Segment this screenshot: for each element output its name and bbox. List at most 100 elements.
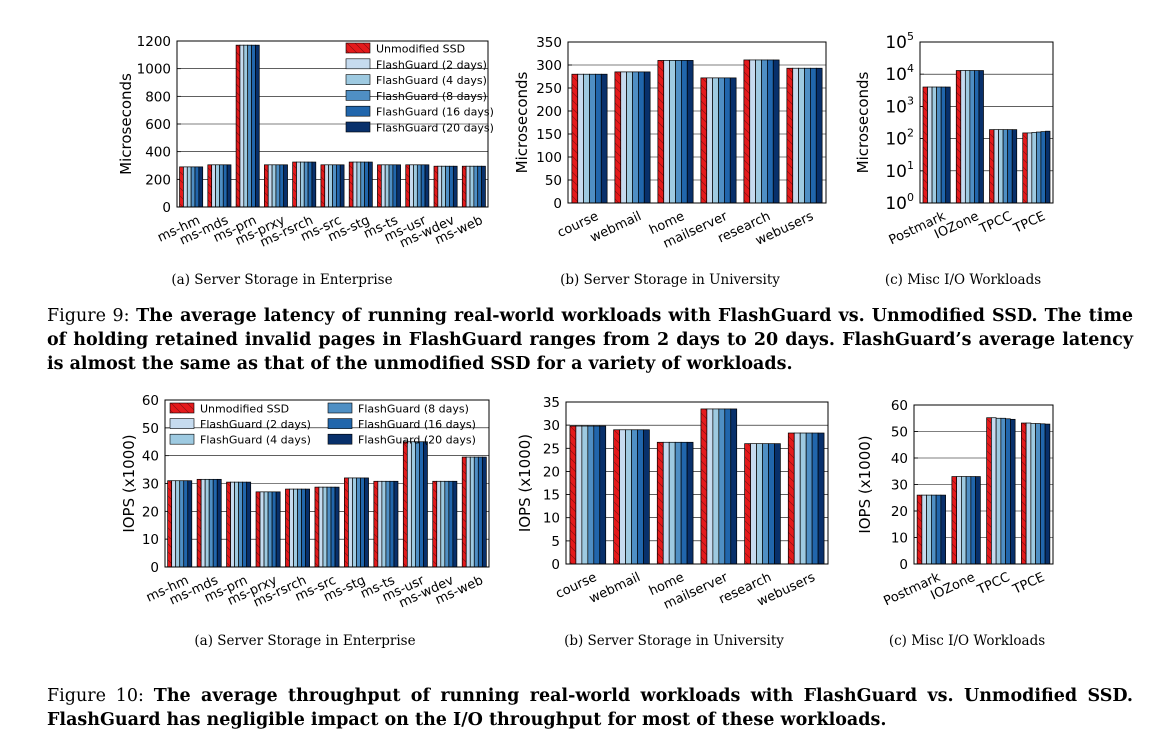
bar-TPCE-s2 [1030, 423, 1036, 565]
bar-Postmark-s2 [926, 494, 932, 565]
bar-ms-src-s4 [330, 486, 336, 568]
y-tick-label: 0 [551, 557, 560, 573]
bar-ms-prn-s4 [242, 481, 248, 568]
legend: Unmodified SSD FlashGuard (2 days) FlashGu… [345, 43, 494, 135]
bar-ms-wdev-s2 [440, 480, 446, 568]
bar-hatch [788, 433, 795, 564]
y-tick-label: 150 [536, 127, 562, 143]
bar-ms-src-s1 [318, 486, 324, 568]
bar-ms-prxy-s1 [259, 491, 265, 568]
bar-webmail-s5 [643, 71, 651, 204]
bar-IOZone-s3 [969, 70, 975, 204]
y-axis-label: IOPS (x1000) [516, 434, 534, 532]
bar-ms-src-s3 [326, 486, 332, 568]
bar-ms-prn-s1 [239, 44, 245, 208]
bar-ms-usr-s4 [420, 164, 426, 208]
bar-research-s4 [768, 443, 775, 565]
legend-label: FlashGuard (2 days) [376, 58, 487, 71]
bar-home-s2 [669, 60, 676, 204]
legend-swatch [327, 433, 353, 445]
bar-hatch [207, 164, 212, 207]
legend-label: FlashGuard (8 days) [358, 403, 469, 416]
bar-IOZone-s2 [961, 476, 967, 565]
bar-hatch [1022, 132, 1028, 203]
bar-ms-prn-s2 [243, 44, 249, 208]
bar-ms-mds-s2 [215, 164, 220, 208]
bar-mailserver-s1 [706, 77, 713, 204]
y-tick-label: 10 [543, 511, 560, 527]
legend-label: FlashGuard (20 days) [358, 434, 476, 447]
bar-ms-mds-s3 [219, 164, 224, 208]
y-tick-label: 105 [885, 30, 914, 53]
y-tick-label: 101 [885, 159, 914, 182]
bar-TPCE-s2 [1031, 132, 1037, 204]
y-tick-label: 30 [891, 478, 908, 494]
bar-ms-prn-s4 [251, 44, 256, 208]
bar-hatch [700, 77, 707, 203]
bar-webusers-s2 [799, 432, 807, 565]
bar-ms-rsrch-s1 [296, 161, 301, 208]
bar-webusers-s2 [798, 67, 805, 204]
bar-ms-src-s2 [322, 486, 328, 568]
subfigure-caption: (a) Server Storage in Enterprise [171, 272, 392, 288]
bar-ms-prxy-s4 [271, 491, 277, 568]
legend-swatch [327, 402, 353, 414]
bar-hatch [292, 162, 297, 207]
bar-ms-ts-s4 [389, 480, 395, 568]
bar-mailserver-s2 [712, 408, 720, 565]
bar-ms-web-s1 [465, 456, 471, 568]
bar-hatch [256, 491, 261, 567]
bar-ms-ts-s1 [377, 480, 383, 568]
legend-swatch [169, 418, 195, 429]
bar-ms-mds-s4 [212, 478, 218, 568]
plot-frame [913, 404, 1054, 565]
bar-webmail-s4 [638, 71, 645, 204]
bar-ms-stg-s4 [360, 477, 365, 568]
bar-ms-usr-s1 [406, 441, 412, 568]
y-tick-label: 200 [145, 172, 171, 188]
legend-swatch [345, 74, 371, 85]
bar-ms-rsrch-s4 [301, 488, 306, 568]
bar-ms-web-s5 [481, 165, 486, 208]
bar-Postmark-s5 [945, 86, 951, 204]
bar-ms-hm-s4 [183, 480, 189, 568]
bar-course-s5 [599, 425, 607, 565]
y-tick-label: 1200 [137, 34, 171, 50]
plot-frame [164, 399, 490, 568]
x-tick-label: TPCC [974, 570, 1012, 598]
bar-hatch [285, 489, 290, 567]
bar-ms-prxy-s1 [267, 164, 273, 208]
bar-TPCC-s4 [1005, 418, 1011, 565]
bar-Postmark-s5 [940, 494, 946, 565]
y-tick-label: 100 [885, 191, 914, 214]
legend-label: FlashGuard (20 days) [376, 122, 494, 135]
legend-label: FlashGuard (16 days) [376, 106, 494, 119]
bar-ms-rsrch-s5 [305, 488, 310, 568]
x-tick-label: TPCE [1011, 209, 1048, 237]
bar-mailserver-s2 [712, 77, 719, 204]
legend-swatch [345, 58, 371, 70]
bar-webmail-s3 [632, 71, 639, 204]
bar-ms-usr-s4 [419, 441, 424, 568]
bar-ms-usr-s5 [423, 441, 428, 568]
bar-ms-stg-s3 [356, 477, 361, 568]
bar-ms-src-s1 [324, 164, 329, 208]
bar-ms-web-s2 [469, 165, 475, 208]
bar-hatch [571, 74, 578, 203]
bar-ms-prxy-s3 [275, 164, 281, 208]
bar-mailserver-s4 [724, 408, 732, 565]
bar-TPCE-s1 [1025, 422, 1032, 565]
legend-label: FlashGuard (4 days) [200, 434, 311, 447]
figure-10-label: Figure 10: [47, 686, 154, 706]
legend-swatch [345, 90, 371, 101]
bar-ms-usr-s2 [413, 164, 418, 208]
bar-home-s3 [675, 60, 682, 204]
bar-ms-hm-s2 [186, 166, 192, 208]
bar-research-s1 [750, 443, 757, 565]
bar-ms-web-s3 [473, 165, 479, 208]
y-tick-label: 40 [891, 451, 908, 467]
legend-swatch [327, 418, 353, 429]
y-tick-label: 0 [150, 560, 159, 576]
bar-ms-stg-s5 [364, 477, 369, 568]
